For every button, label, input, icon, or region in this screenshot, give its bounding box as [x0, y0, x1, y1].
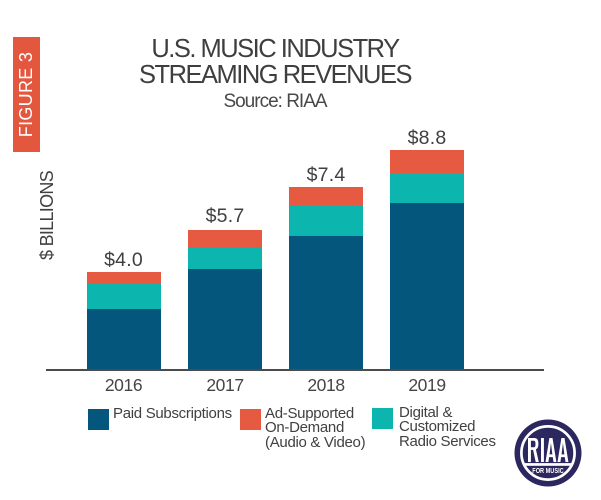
svg-text:FOR MUSIC: FOR MUSIC [532, 467, 564, 475]
